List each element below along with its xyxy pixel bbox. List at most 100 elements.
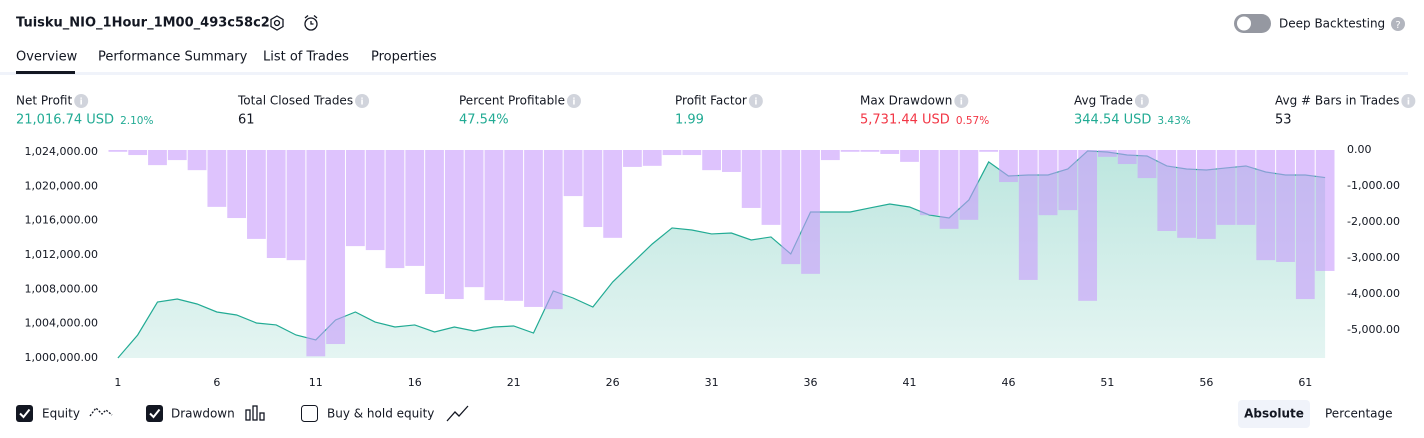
absolute-button[interactable] bbox=[1238, 400, 1310, 428]
drawdown-bar bbox=[266, 150, 286, 258]
drawdown-checkbox[interactable] bbox=[146, 405, 163, 422]
drawdown-bar bbox=[820, 150, 840, 161]
metrics-row: Net Profit i 21,016.74 USD 2.10% Total Close… bbox=[16, 94, 1416, 128]
tab[interactable]: Overview bbox=[16, 50, 78, 65]
tab[interactable]: Properties bbox=[371, 50, 437, 65]
drawdown-bar bbox=[741, 150, 761, 208]
drawdown-bar bbox=[405, 150, 425, 266]
legend-label: Buy & hold equity bbox=[327, 407, 434, 421]
y-tick-label: 1,000,000.00 bbox=[25, 351, 98, 364]
drawdown-bar bbox=[1058, 150, 1078, 211]
x-tick-label: 31 bbox=[705, 376, 719, 389]
metric-label: Avg # Bars in Trades bbox=[1275, 94, 1399, 108]
y2-tick-label: -5,000.00 bbox=[1347, 323, 1400, 336]
tab-underline bbox=[16, 71, 75, 74]
drawdown-bar bbox=[444, 150, 464, 300]
x-tick-label: 56 bbox=[1199, 376, 1213, 389]
drawdown-bar bbox=[840, 150, 860, 152]
drawdown-bar bbox=[365, 150, 385, 251]
drawdown-bar bbox=[286, 150, 306, 261]
drawdown-bar bbox=[761, 150, 781, 225]
info-glyph: i bbox=[80, 98, 83, 108]
drawdown-bar bbox=[1236, 150, 1256, 225]
drawdown-bar bbox=[128, 150, 148, 156]
drawdown-bar bbox=[722, 150, 741, 172]
drawdown-bar bbox=[999, 150, 1018, 183]
buy-hold-checkbox[interactable] bbox=[301, 405, 318, 422]
y-tick-label: 1,024,000.00 bbox=[25, 145, 98, 158]
metric-value: 61 bbox=[238, 113, 255, 128]
legend-label: Equity bbox=[42, 407, 80, 421]
drawdown-bar bbox=[959, 150, 979, 220]
drawdown-bar bbox=[524, 150, 543, 307]
drawdown-bar bbox=[1038, 150, 1058, 216]
help-icon[interactable]: ? bbox=[1391, 17, 1405, 31]
drawdown-bar bbox=[1276, 150, 1295, 262]
drawdown-bar bbox=[583, 150, 603, 228]
drawdown-bar bbox=[227, 150, 247, 219]
drawdown-bar bbox=[623, 150, 642, 167]
metric-change: 3.43% bbox=[1157, 115, 1190, 127]
metric-value: 47.54% bbox=[459, 113, 509, 128]
x-tick-label: 41 bbox=[903, 376, 917, 389]
drawdown-bar bbox=[306, 150, 326, 357]
drawdown-bar bbox=[543, 150, 563, 310]
drawdown-bar bbox=[603, 150, 623, 238]
info-icon bbox=[566, 94, 581, 108]
y-tick-label: 1,004,000.00 bbox=[25, 317, 98, 330]
y-tick-label: 1,016,000.00 bbox=[25, 214, 98, 227]
alert-icon[interactable] bbox=[304, 15, 318, 31]
deep-backtesting-toggle[interactable] bbox=[1234, 14, 1271, 33]
metric-label: Avg Trade bbox=[1074, 94, 1133, 108]
x-tick-label: 16 bbox=[408, 376, 422, 389]
percentage-button[interactable]: Percentage bbox=[1325, 407, 1393, 421]
metric-value: 5,731.44 USD bbox=[860, 113, 950, 128]
settings-icon[interactable] bbox=[270, 15, 284, 31]
drawdown-bar bbox=[682, 150, 702, 156]
info-icon bbox=[1401, 94, 1416, 108]
chart: 1,000,000.00 1,004,000.00 1,008,000.00 1,01… bbox=[25, 143, 1400, 389]
tab[interactable]: List of Trades bbox=[263, 50, 349, 65]
y-tick-label: 1,012,000.00 bbox=[25, 248, 98, 261]
drawdown-bar bbox=[1098, 150, 1117, 157]
info-glyph: i bbox=[572, 98, 575, 108]
drawdown-bar bbox=[860, 150, 880, 152]
drawdown-bar bbox=[1117, 150, 1137, 165]
metric-value: 1.99 bbox=[675, 113, 704, 128]
drawdown-bar bbox=[979, 150, 999, 152]
x-tick-label: 26 bbox=[606, 376, 620, 389]
metric-value: 53 bbox=[1275, 113, 1292, 128]
y2-tick-label: -2,000.00 bbox=[1347, 215, 1400, 228]
absolute-label: Absolute bbox=[1244, 407, 1304, 421]
metric-label: Max Drawdown bbox=[860, 94, 952, 108]
drawdown-bar bbox=[662, 150, 682, 156]
y2-tick-label: -4,000.00 bbox=[1347, 287, 1400, 300]
equity-icon bbox=[89, 407, 113, 417]
deep-backtesting-label: Deep Backtesting bbox=[1279, 17, 1385, 31]
metric-value: 21,016.74 USD bbox=[16, 113, 114, 128]
drawdown-bar bbox=[385, 150, 405, 269]
info-glyph: i bbox=[960, 98, 963, 108]
x-tick-label: 21 bbox=[507, 376, 521, 389]
drawdown-bar bbox=[939, 150, 959, 229]
tab[interactable]: Performance Summary bbox=[98, 50, 248, 65]
drawdown-bar bbox=[1295, 150, 1315, 300]
drawdown-bar bbox=[880, 150, 900, 154]
info-icon bbox=[355, 94, 370, 108]
x-tick-label: 61 bbox=[1298, 376, 1312, 389]
y2-tick-label: -1,000.00 bbox=[1347, 179, 1400, 192]
x-tick-label: 6 bbox=[213, 376, 220, 389]
buy-hold-icon bbox=[446, 405, 469, 422]
metric-change: 0.57% bbox=[956, 115, 989, 127]
y2-tick-label: -3,000.00 bbox=[1347, 251, 1400, 264]
y2-tick-label: 0.00 bbox=[1347, 143, 1372, 156]
drawdown-bar bbox=[1196, 150, 1216, 239]
drawdown-bar bbox=[108, 150, 128, 152]
equity-checkbox[interactable] bbox=[16, 405, 33, 422]
drawdown-bar bbox=[207, 150, 227, 207]
drawdown-bar bbox=[464, 150, 484, 288]
drawdown-bar bbox=[247, 150, 266, 239]
info-glyph: i bbox=[1407, 98, 1410, 108]
info-glyph: i bbox=[361, 98, 364, 108]
